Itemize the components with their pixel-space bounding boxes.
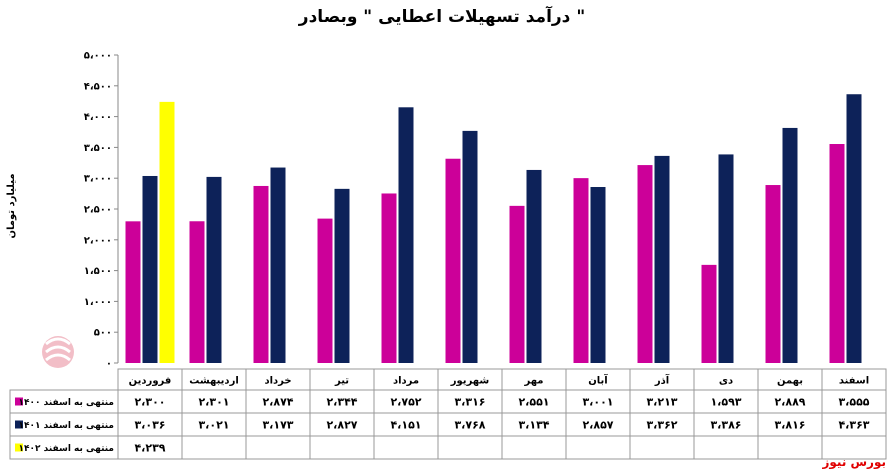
bar [334,188,350,363]
y-tick-label: ۵،۰۰۰ [84,51,112,62]
data-label: ۲،۳۰۰ [134,396,165,409]
bar [782,127,798,363]
axes: ۰ ۵۰۰ ۱،۰۰۰ ۱،۵۰۰ ۲،۰۰۰ ۲،۵۰۰ ۳،۰۰۰ ۳،۵۰۰ ۴،۰۰۰ ۴… [84,51,119,370]
bar [765,185,781,363]
bar [206,176,222,363]
data-label: ۲،۸۸۹ [774,396,805,409]
bar [125,221,141,363]
data-label: ۳،۱۳۴ [518,419,549,432]
bar [829,144,845,363]
bar [142,175,158,363]
category-label: فروردین [129,376,172,387]
data-label: ۲،۳۴۴ [326,396,357,409]
bar [509,205,525,363]
legend-label: منتهی به اسفند ۱۴۰۱ [19,421,114,431]
chart-title: درآمد تسهیلات اعطایی " وبصادر " [298,5,585,27]
bar [159,101,175,364]
data-label: ۱،۵۹۳ [710,396,741,409]
y-tick-label: ۲،۵۰۰ [84,205,112,216]
data-label: ۴،۳۶۳ [838,419,869,432]
data-label: ۳،۰۲۱ [198,419,229,432]
data-table: فروردین اردیبهشت خرداد تیر مرداد شهریور مهر آبا… [9,368,887,460]
category-label: تیر [334,376,349,387]
y-tick-label: ۱،۰۰۰ [84,297,112,308]
bar [270,167,286,363]
y-tick-label: ۰ [106,359,112,370]
data-label: ۲،۸۵۷ [582,419,613,432]
y-tick-label: ۲،۰۰۰ [84,235,112,246]
category-label: خرداد [264,376,291,387]
legend-label: منتهی به اسفند ۱۴۰۲ [19,444,114,454]
bar [846,94,862,363]
bar [381,193,397,363]
bar [445,158,461,363]
category-label: شهریور [450,376,490,387]
y-axis-label: میلیارد تومان [6,173,17,238]
data-label: ۳،۸۱۶ [774,419,805,432]
data-label: ۳،۳۸۶ [710,419,741,432]
bar [526,169,542,363]
bar [462,130,478,363]
data-label: ۳،۳۱۶ [454,396,485,409]
data-label: ۲،۸۷۴ [262,396,293,409]
bar [590,187,606,363]
data-label: ۳،۱۷۳ [262,419,293,432]
y-tick-label: ۱،۵۰۰ [84,266,112,277]
bars [125,94,862,364]
data-label: ۳،۰۰۱ [582,396,613,409]
legend-label: منتهی به اسفند ۱۴۰۰ [19,398,114,408]
bar [398,107,414,363]
data-label: ۳،۵۵۵ [838,396,869,409]
data-label: ۳،۳۶۲ [646,419,677,432]
data-label: ۳،۷۶۸ [454,419,485,432]
category-label: اردیبهشت [189,376,239,387]
category-label: آبان [588,374,608,387]
data-label: ۲،۵۵۱ [518,396,549,409]
bar [573,178,589,363]
legend-swatch [15,420,23,429]
bar [654,155,670,363]
bar [718,154,734,363]
y-tick-label: ۴،۵۰۰ [84,81,112,92]
watermark-logo [42,336,74,368]
category-label: مرداد [393,376,419,387]
data-label: ۲،۳۰۱ [198,396,229,409]
category-label: مهر [523,376,543,387]
bar [701,264,717,363]
category-label: دی [719,376,733,387]
data-label: ۲،۷۵۲ [390,396,421,409]
category-label: اسفند [839,376,869,387]
data-label: ۴،۱۵۱ [390,419,421,432]
y-tick-label: ۳،۰۰۰ [84,174,112,185]
data-label: ۳،۲۱۳ [646,396,677,409]
category-label: بهمن [777,376,803,387]
data-label: ۴،۲۳۹ [134,442,165,455]
category-label: آذر [654,374,670,387]
data-label: ۳،۰۳۶ [134,419,165,432]
data-label: ۲،۸۲۷ [326,419,357,432]
legend-swatch [15,397,23,406]
y-tick-label: ۵۰۰ [94,328,112,339]
bar [317,218,333,363]
y-tick-label: ۴،۰۰۰ [84,112,112,123]
y-tick-label: ۳،۵۰۰ [84,143,112,154]
source-label: بورس نیوز [821,455,886,470]
bar [253,185,269,363]
bar [637,165,653,363]
bar [189,221,205,363]
legend-swatch [15,443,23,452]
